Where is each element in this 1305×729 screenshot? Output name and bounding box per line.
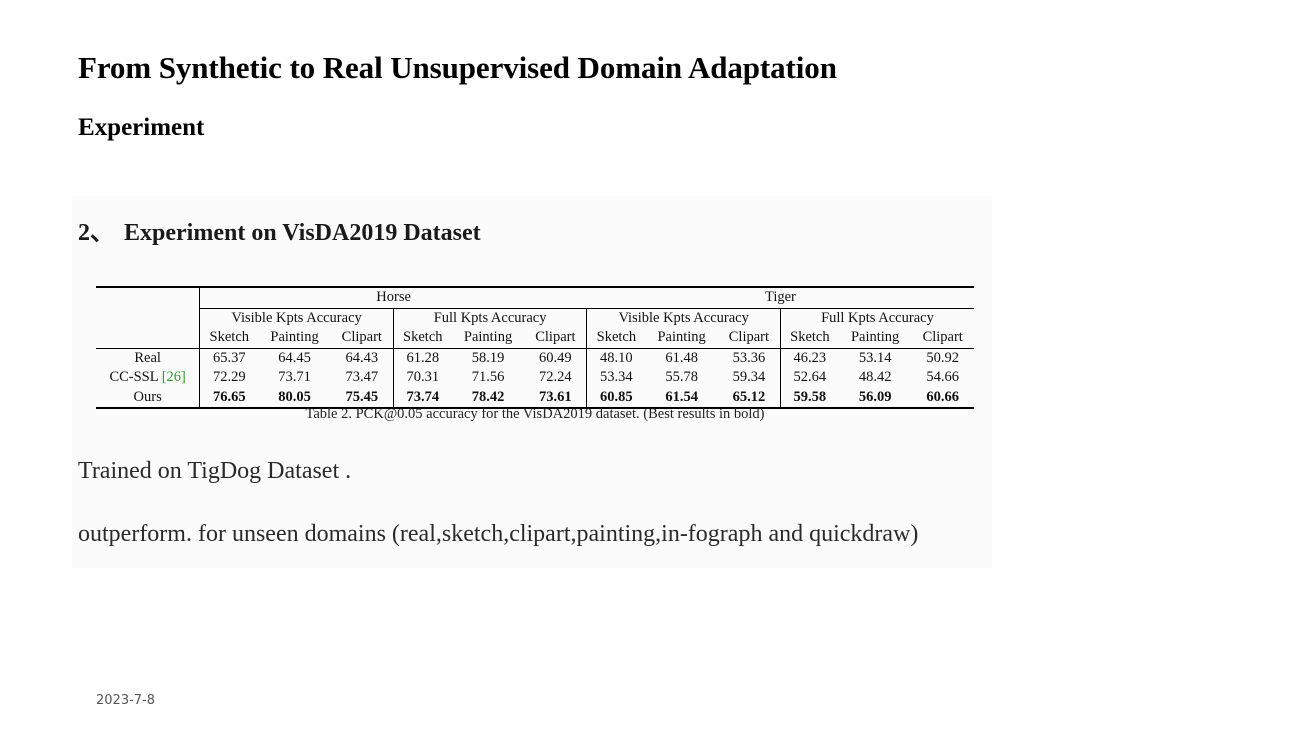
table-cell: 72.29 bbox=[199, 368, 259, 388]
table-cell: 54.66 bbox=[926, 369, 960, 385]
table-cell: 65.37 bbox=[199, 347, 259, 368]
table-cell: 73.74 bbox=[392, 387, 452, 409]
table-column-header: Painting bbox=[270, 329, 319, 345]
table-cell: 80.05 bbox=[258, 387, 331, 409]
table-column-header: Painting bbox=[850, 329, 900, 345]
table-cell: 73.61 bbox=[524, 387, 587, 409]
body-paragraph: outperform. for unseen domains (real,ske… bbox=[78, 521, 919, 547]
table-cell: 56.09 bbox=[838, 387, 912, 409]
table-column-header: Painting bbox=[657, 329, 706, 345]
slide-title: From Synthetic to Real Unsupervised Doma… bbox=[78, 50, 837, 85]
table-row: Real 65.37 64.45 64.43 61.28 58.19 60.49… bbox=[96, 347, 974, 368]
table-column-header-row: Sketch Painting Clipart Sketch Painting … bbox=[96, 328, 974, 348]
table-cell: 48.42 bbox=[858, 369, 892, 385]
table-cell: 65.12 bbox=[717, 387, 781, 409]
table-cell: 72.24 bbox=[539, 369, 572, 385]
table-cell: 61.48 bbox=[645, 347, 718, 368]
table-cell: 64.43 bbox=[330, 347, 394, 368]
results-table-figure: Horse Tiger Visible Kpts Accuracy Full K… bbox=[96, 286, 974, 422]
footer-date: 2023-7-8 bbox=[96, 693, 156, 708]
table-cell: 73.71 bbox=[278, 369, 311, 385]
slide-subtitle: Experiment bbox=[78, 114, 205, 141]
table-column-header: Painting bbox=[463, 329, 513, 345]
table-cell: 59.58 bbox=[779, 387, 839, 409]
table-cell: 48.10 bbox=[586, 347, 646, 368]
table-cell: 61.28 bbox=[392, 347, 452, 368]
table-cell: 59.34 bbox=[732, 369, 766, 385]
table-cell: 46.23 bbox=[779, 347, 839, 368]
table-cell: 53.14 bbox=[838, 347, 912, 368]
table-subgroup-header: Full Kpts Accuracy bbox=[392, 308, 587, 328]
table-column-header: Clipart bbox=[341, 329, 382, 345]
table-row-method: CC-SSL [26] bbox=[96, 368, 200, 388]
table-cell: 64.45 bbox=[258, 347, 331, 368]
table-caption: Table 2. PCK@0.05 accuracy for the VisDA… bbox=[305, 406, 765, 422]
table-row-method: Real bbox=[96, 347, 200, 368]
table-cell: 58.19 bbox=[451, 347, 525, 368]
results-table: Horse Tiger Visible Kpts Accuracy Full K… bbox=[96, 286, 974, 409]
table-column-header: Sketch bbox=[586, 328, 646, 348]
table-row: Ours 76.65 80.05 75.45 73.74 78.42 73.61… bbox=[96, 387, 974, 409]
body-paragraph: Trained on TigDog Dataset . bbox=[78, 458, 352, 484]
table-subgroup-header: Full Kpts Accuracy bbox=[779, 308, 974, 328]
table-cell: 55.78 bbox=[665, 369, 698, 385]
table-cell: 73.47 bbox=[345, 369, 379, 385]
table-cell: 53.36 bbox=[717, 347, 781, 368]
table-column-header: Sketch bbox=[392, 328, 452, 348]
table-group-header: Horse bbox=[199, 286, 587, 309]
table-cell: 53.34 bbox=[586, 368, 646, 388]
table-column-header: Clipart bbox=[535, 329, 576, 345]
table-column-header: Sketch bbox=[779, 328, 839, 348]
table-cell: 70.31 bbox=[392, 368, 452, 388]
table-subgroup-header: Visible Kpts Accuracy bbox=[199, 308, 394, 328]
table-column-header: Clipart bbox=[922, 329, 963, 345]
table-group-header: Tiger bbox=[586, 286, 974, 309]
section-heading-text: Experiment on VisDA2019 Dataset bbox=[124, 220, 481, 246]
table-column-header: Sketch bbox=[199, 328, 259, 348]
table-row-method: Ours bbox=[96, 387, 200, 409]
section-heading: 2、 Experiment on VisDA2019 Dataset bbox=[78, 212, 481, 247]
section-number: 2、 bbox=[78, 220, 114, 246]
table-cell: 52.64 bbox=[779, 368, 839, 388]
citation-link[interactable]: [26] bbox=[161, 369, 186, 385]
method-name: CC-SSL bbox=[109, 369, 159, 385]
table-cell: 60.85 bbox=[586, 387, 646, 409]
table-cell: 50.92 bbox=[911, 347, 974, 368]
table-cell: 60.66 bbox=[911, 387, 974, 409]
table-cell: 71.56 bbox=[471, 369, 505, 385]
table-cell: 78.42 bbox=[451, 387, 525, 409]
table-cell: 60.49 bbox=[524, 347, 587, 368]
table-column-header: Clipart bbox=[728, 329, 770, 345]
table-subgroup-header: Visible Kpts Accuracy bbox=[586, 308, 781, 328]
table-row: CC-SSL [26] 72.29 73.71 73.47 70.31 71.5… bbox=[96, 368, 974, 388]
table-cell: 76.65 bbox=[199, 387, 259, 409]
table-subgroup-row: Visible Kpts Accuracy Full Kpts Accuracy… bbox=[96, 308, 974, 328]
table-group-row: Horse Tiger bbox=[96, 286, 974, 309]
table-cell: 61.54 bbox=[645, 387, 718, 409]
table-cell: 75.45 bbox=[330, 387, 394, 409]
